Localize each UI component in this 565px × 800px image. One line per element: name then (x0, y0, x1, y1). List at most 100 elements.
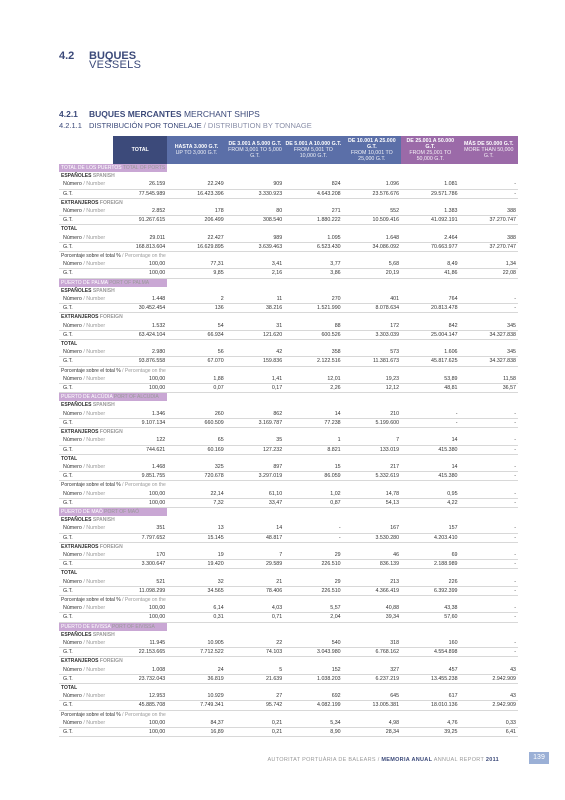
row-label-es: Número (63, 525, 82, 532)
cell-value: 22 (225, 638, 285, 649)
table-row: G.T. 744.621 60.169 127.232 8.821 133.019 415.… (59, 445, 518, 455)
row-label-es: ESPAÑOLES (61, 631, 92, 638)
table-row: Número / Number 100,00 77,31 3,41 3,77 5,68 8,… (59, 260, 518, 270)
cell-value: - (459, 586, 518, 596)
row-label: PUERTO DE EIVISSA PORT OF EIVISSA (59, 622, 168, 631)
row-label-en: / Percentage on the total % (122, 596, 167, 603)
cell-value: 1.606 (401, 348, 460, 358)
table-row: G.T. 63.424.104 66.934 121.620 600.526 3.303.… (59, 330, 518, 341)
port-band-row: PUERTO DE ALCÚDIA PORT OF ALCUDIA (59, 392, 518, 402)
row-label: EXTRANJEROS FOREIGN (59, 313, 167, 322)
cell-value: 764 (401, 295, 460, 305)
cell-value: 37.270.747 (459, 242, 518, 253)
row-label-es: Número (63, 666, 82, 673)
cell-value: 388 (459, 233, 518, 243)
cell-value: 862 (225, 409, 285, 419)
cell-value: 308.540 (225, 215, 285, 226)
cell-value: 0,71 (225, 612, 285, 623)
subsubsection-title: DISTRIBUCIÓN POR TONELAJE (89, 121, 202, 130)
cell-value: 54 (167, 321, 226, 331)
cell-value: 1 (284, 436, 343, 446)
row-spacer (167, 595, 518, 604)
row-label-es: Porcentaje sobre el total % (61, 367, 121, 374)
cell-value: 88 (284, 321, 343, 331)
row-label: G.T. (59, 533, 114, 543)
cell-value: 4,03 (225, 604, 285, 614)
row-label-en: FOREIGN (99, 658, 123, 665)
subsection-heading: 4.2.1 BUQUES MERCANTES MERCHANT SHIPS (59, 109, 260, 119)
header-col-2: DE 3.001 A 5.000 G.T. FROM 3,001 TO 5,000… (225, 136, 285, 164)
cell-value: 70.663.977 (401, 242, 460, 253)
table-row: Número / Number 1.468 325 897 15 217 14- (59, 462, 518, 473)
cell-value: 95.742 (225, 700, 285, 711)
table-row: G.T. 168.813.604 16.629.895 3.639.463 6.523.… (59, 242, 518, 253)
cell-value: 28,34 (342, 727, 402, 738)
cell-value: 0,21 (225, 727, 285, 738)
cell-value: 3.639.463 (225, 242, 285, 253)
row-label-es: Número (63, 693, 82, 700)
cell-value: 46 (342, 550, 402, 561)
cell-value: 909 (225, 180, 285, 190)
row-label-es: Número (63, 719, 82, 726)
row-label-es: PUERTO DE ALCÚDIA (61, 394, 113, 401)
cell-value: - (459, 409, 518, 419)
cell-value: 22.427 (167, 233, 226, 243)
cell-value: 7,32 (167, 498, 226, 508)
row-label-en: / Percentage on the total % (122, 367, 167, 374)
cell-value: 0,95 (401, 489, 460, 499)
group-row: EXTRANJEROS FOREIGN (59, 657, 518, 666)
cell-value: 1.532 (113, 321, 168, 331)
cell-value: 63.424.104 (113, 330, 168, 341)
row-label-es: Porcentaje sobre el total % (61, 596, 121, 603)
cell-value: 36,57 (459, 383, 518, 394)
table-row: Número / Number 1.448 2 11 270 401 764- (59, 295, 518, 305)
cell-value: 0,07 (167, 383, 226, 394)
cell-value: 42 (225, 348, 285, 358)
cell-value: 6,14 (167, 604, 226, 614)
section-number: 4.2 (59, 50, 75, 62)
table-row: Número / Number 351 13 14-167 157- (59, 524, 518, 534)
row-label-es: ESPAÑOLES (61, 517, 92, 524)
row-label-es: EXTRANJEROS (61, 314, 99, 321)
cell-value: 61,10 (225, 489, 285, 499)
cell-value: 16.423.396 (167, 189, 226, 199)
cell-value: 660.509 (167, 418, 226, 429)
cell-value: 91.267.615 (113, 215, 168, 226)
cell-value: 7.712.522 (167, 647, 226, 658)
row-spacer (167, 225, 518, 234)
cell-value: 19,23 (342, 374, 402, 385)
row-label-en: / Number (83, 551, 106, 558)
row-label-en: / Number (83, 490, 106, 497)
row-label-es: TOTAL (61, 455, 78, 462)
row-label: Número / Number (59, 550, 114, 561)
group-row: ESPAÑOLES SPANISH (59, 516, 518, 524)
row-label: Número / Number (59, 577, 114, 587)
cell-value: 325 (167, 462, 226, 473)
cell-value: - (459, 445, 518, 455)
row-label: EXTRANJEROS FOREIGN (59, 657, 167, 666)
percentage-row: Porcentaje sobre el total % / Percentage… (59, 710, 518, 719)
row-label: G.T. (59, 612, 114, 623)
row-label-es: G.T. (63, 358, 73, 365)
cell-value: 3.169.787 (225, 418, 285, 429)
row-spacer (167, 516, 518, 524)
table-row: Número / Number 100,00 1,88 1,41 12,01 19,23 5… (59, 374, 518, 385)
cell-value: - (459, 489, 518, 499)
table-row: Número / Number 2.852 178 80 271 552 1.383 388 (59, 207, 518, 217)
cell-value: 9.851.755 (113, 471, 168, 482)
cell-value: 8.078.634 (342, 303, 402, 314)
cell-value: 1.096 (342, 180, 402, 190)
row-label-es: Número (63, 639, 82, 646)
cell-value: 2 (167, 295, 226, 305)
subsection-title-en: MERCHANT SHIPS (183, 109, 260, 119)
table-row: G.T. 100,00 7,32 33,47 0,87 54,13 4,22- (59, 498, 518, 508)
cell-value: 60.169 (167, 445, 226, 455)
cell-value: 80 (225, 207, 285, 217)
row-label: G.T. (59, 418, 114, 429)
cell-value: 13.455.238 (401, 674, 460, 684)
cell-value: 16.629.895 (167, 242, 226, 253)
cell-value: 14 (401, 436, 460, 446)
table-row: G.T. 45.885.708 7.749.341 95.742 4.082.199 13… (59, 700, 518, 711)
row-spacer (167, 710, 518, 719)
cell-value: 23.732.043 (113, 674, 168, 684)
